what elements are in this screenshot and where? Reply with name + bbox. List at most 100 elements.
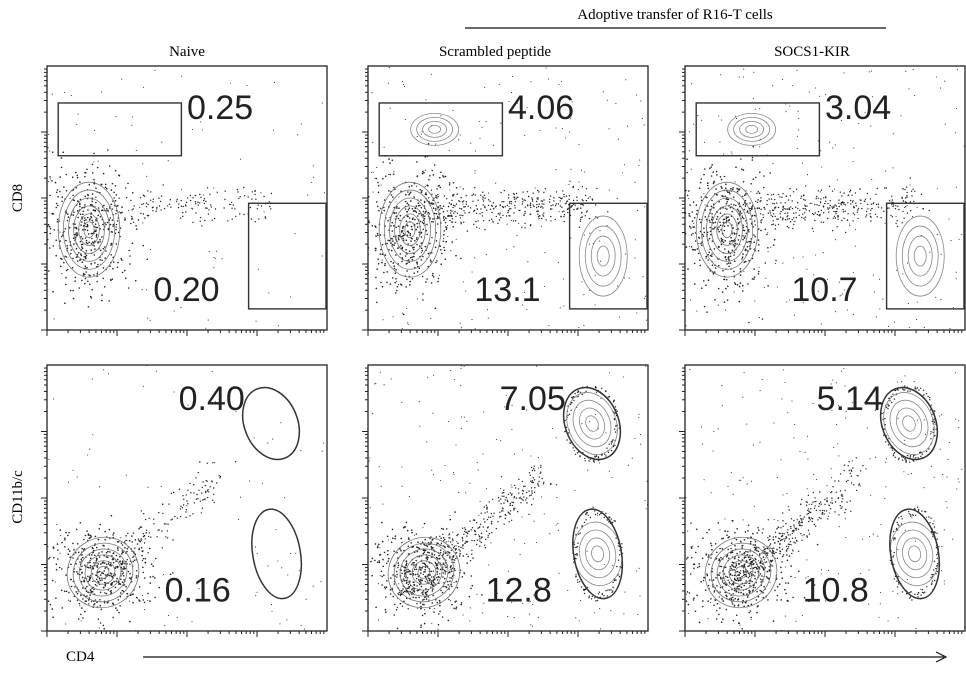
event-dot — [80, 581, 83, 583]
event-dot — [442, 545, 445, 547]
event-dot — [81, 607, 83, 609]
event-dot — [714, 226, 716, 229]
event-dot — [766, 200, 768, 202]
event-dot — [802, 213, 804, 215]
event-dot — [510, 219, 513, 221]
event-dot — [180, 306, 182, 308]
event-dot — [462, 214, 464, 217]
gate-rectangle — [378, 102, 504, 157]
contour-line — [711, 205, 743, 254]
event-dot — [84, 217, 86, 219]
event-dot — [99, 574, 102, 576]
event-dot — [944, 80, 946, 82]
event-dot — [74, 223, 76, 225]
event-dot — [79, 198, 82, 201]
event-dot — [580, 203, 582, 206]
event-dot — [449, 566, 452, 569]
event-dot — [77, 113, 79, 115]
event-dot — [560, 80, 563, 83]
event-dot — [53, 557, 55, 559]
event-dot — [625, 253, 627, 255]
event-dot — [737, 228, 739, 230]
event-dot — [433, 164, 436, 166]
event-dot — [904, 201, 907, 203]
event-dot — [383, 209, 386, 212]
event-dot — [375, 382, 377, 384]
event-dot — [576, 546, 579, 548]
event-dot — [758, 317, 760, 319]
event-dot — [312, 165, 314, 167]
event-dot — [112, 225, 114, 227]
event-dot — [132, 556, 134, 559]
event-dot — [379, 371, 381, 373]
event-dot — [408, 250, 411, 252]
event-dot — [121, 553, 123, 555]
event-dot — [154, 596, 156, 599]
event-dot — [578, 143, 580, 146]
event-dot — [422, 293, 424, 295]
event-dot — [538, 203, 540, 205]
event-dot — [374, 247, 377, 250]
event-dot — [416, 222, 419, 225]
event-dot — [557, 262, 559, 264]
event-dot — [135, 224, 137, 227]
event-dot — [849, 189, 852, 192]
event-dot — [775, 259, 777, 262]
event-dot — [948, 218, 950, 220]
event-dot — [581, 186, 584, 188]
event-dot — [782, 209, 784, 211]
event-dot — [86, 267, 88, 269]
event-dot — [872, 96, 874, 98]
event-dot — [952, 306, 955, 309]
event-dot — [213, 501, 215, 504]
event-dot — [142, 599, 144, 601]
event-dot — [836, 179, 838, 181]
event-dot — [778, 193, 780, 196]
event-dot — [205, 327, 207, 329]
event-dot — [473, 529, 476, 532]
event-dot — [478, 514, 480, 516]
event-dot — [454, 221, 457, 223]
event-dot — [144, 609, 146, 611]
event-dot — [767, 247, 769, 249]
event-dot — [734, 181, 736, 183]
event-dot — [801, 216, 803, 219]
event-dot — [774, 224, 777, 226]
event-dot — [383, 384, 385, 386]
event-dot — [773, 203, 776, 205]
event-dot — [394, 537, 397, 540]
event-dot — [210, 204, 212, 206]
event-dot — [595, 391, 598, 393]
event-dot — [724, 207, 726, 209]
event-dot — [95, 220, 97, 222]
event-dot — [99, 599, 101, 601]
event-dot — [474, 172, 476, 174]
event-dot — [802, 207, 804, 210]
event-dot — [95, 187, 97, 189]
event-dot — [832, 147, 834, 149]
event-dot — [422, 593, 424, 596]
event-dot — [49, 556, 51, 559]
event-dot — [475, 220, 477, 223]
contour-line — [68, 197, 110, 262]
event-dot — [455, 238, 457, 240]
event-dot — [677, 259, 679, 261]
event-dot — [423, 603, 425, 606]
event-dot — [393, 267, 396, 270]
contour-line — [73, 205, 105, 254]
event-dot — [431, 585, 434, 587]
event-dot — [603, 516, 605, 519]
event-dot — [717, 522, 720, 524]
event-dot — [791, 219, 793, 221]
event-dot — [508, 521, 510, 523]
event-dot — [763, 206, 765, 209]
event-dot — [463, 221, 465, 223]
event-dot — [848, 223, 851, 225]
event-dot — [596, 187, 598, 190]
event-dot — [745, 249, 747, 251]
event-dot — [410, 225, 413, 228]
event-dot — [793, 257, 795, 259]
event-dot — [414, 240, 416, 242]
event-dot — [70, 585, 73, 588]
event-dot — [555, 484, 558, 486]
